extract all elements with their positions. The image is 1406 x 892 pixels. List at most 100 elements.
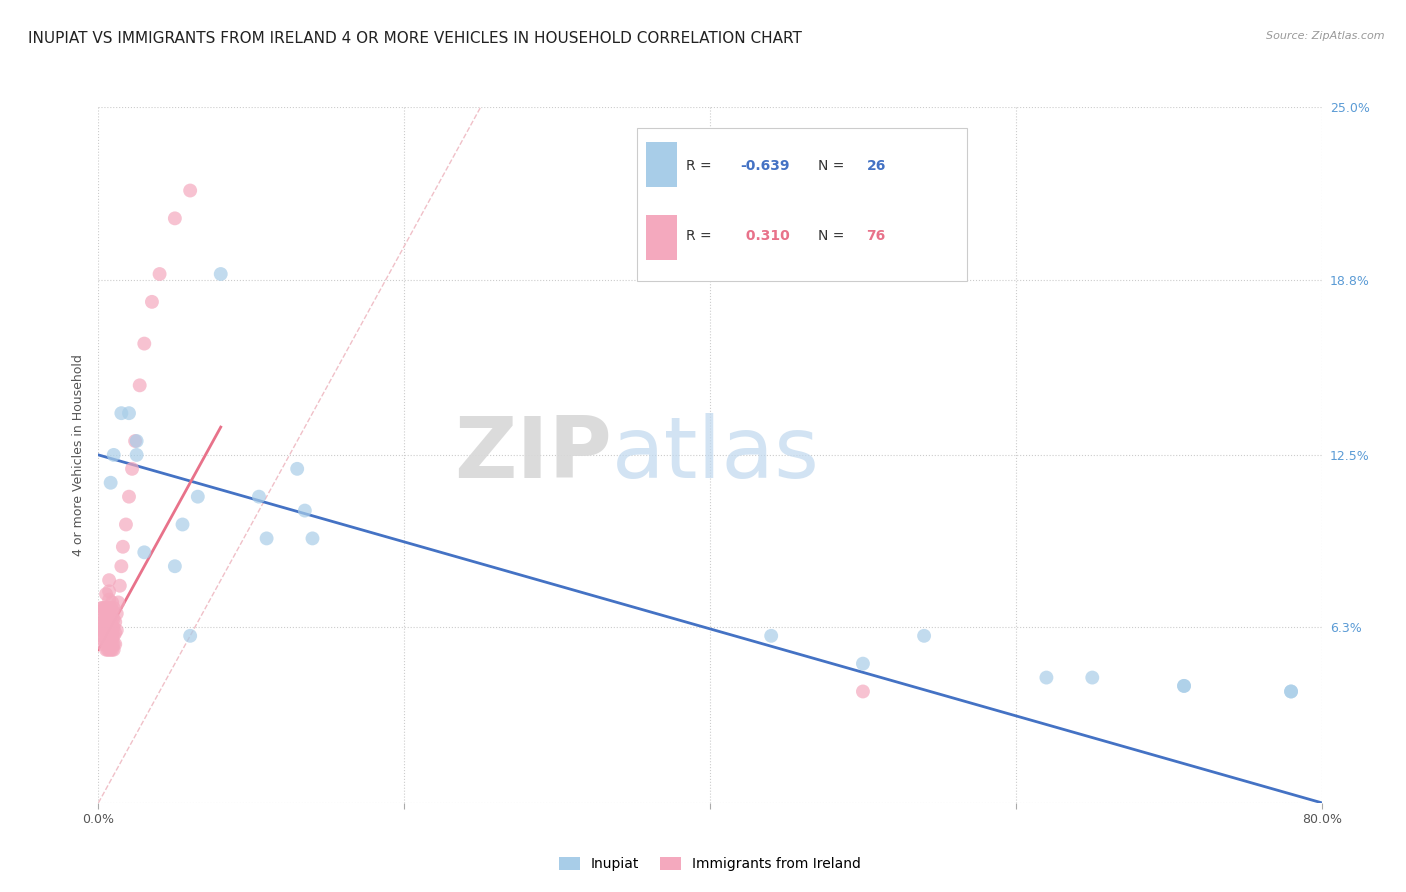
Point	[118, 406, 141, 420]
Point	[103, 612, 125, 626]
Point	[103, 620, 125, 634]
Point	[94, 624, 117, 638]
Point	[141, 294, 163, 309]
Point	[90, 601, 112, 615]
Point	[103, 448, 125, 462]
Point	[91, 601, 114, 615]
Point	[101, 604, 124, 618]
Point	[97, 620, 120, 634]
Legend: Inupiat, Immigrants from Ireland: Inupiat, Immigrants from Ireland	[554, 852, 866, 877]
Point	[118, 490, 141, 504]
Point	[98, 637, 121, 651]
Point	[104, 615, 127, 629]
Text: R =: R =	[686, 228, 716, 243]
Point	[90, 617, 112, 632]
Point	[97, 612, 120, 626]
Point	[93, 601, 115, 615]
Point	[103, 629, 125, 643]
Point	[101, 612, 124, 626]
Point	[98, 620, 121, 634]
Point	[94, 634, 117, 648]
Point	[134, 545, 156, 559]
Point	[1081, 671, 1104, 685]
Point	[98, 642, 121, 657]
Point	[105, 624, 128, 638]
Point	[128, 378, 150, 392]
Point	[94, 612, 117, 626]
Point	[100, 601, 122, 615]
Point	[91, 637, 114, 651]
Point	[101, 642, 124, 657]
Point	[1279, 684, 1302, 698]
Point	[103, 637, 125, 651]
Point	[107, 595, 129, 609]
Point	[179, 629, 201, 643]
Point	[110, 559, 132, 574]
Point	[91, 612, 114, 626]
Point	[98, 632, 121, 646]
Point	[89, 624, 111, 638]
Point	[101, 626, 124, 640]
Point	[163, 559, 186, 574]
Point	[98, 615, 121, 629]
Point	[1173, 679, 1195, 693]
Point	[172, 517, 194, 532]
Point	[101, 637, 124, 651]
Text: R =: R =	[686, 159, 716, 173]
Point	[852, 684, 875, 698]
Text: INUPIAT VS IMMIGRANTS FROM IRELAND 4 OR MORE VEHICLES IN HOUSEHOLD CORRELATION C: INUPIAT VS IMMIGRANTS FROM IRELAND 4 OR …	[28, 31, 801, 46]
Point	[134, 336, 156, 351]
Point	[115, 517, 138, 532]
Point	[285, 462, 308, 476]
Point	[93, 624, 115, 638]
Point	[110, 406, 132, 420]
Point	[124, 434, 146, 448]
Point	[98, 626, 121, 640]
Point	[759, 629, 782, 643]
Point	[108, 579, 131, 593]
Point	[98, 601, 121, 615]
Point	[91, 620, 114, 634]
Point	[90, 629, 112, 643]
Point	[94, 642, 117, 657]
Bar	[647, 215, 678, 260]
Point	[100, 634, 122, 648]
Point	[94, 601, 117, 615]
Point	[187, 490, 209, 504]
Point	[912, 629, 935, 643]
Point	[98, 573, 121, 587]
Point	[1035, 671, 1057, 685]
Point	[98, 584, 121, 599]
Point	[91, 629, 114, 643]
Point	[100, 624, 122, 638]
Point	[209, 267, 232, 281]
Point	[93, 634, 115, 648]
Point	[125, 448, 148, 462]
Point	[101, 632, 124, 646]
Point	[163, 211, 186, 226]
Point	[294, 503, 316, 517]
Point	[149, 267, 172, 281]
Text: N =: N =	[818, 228, 848, 243]
Point	[1173, 679, 1195, 693]
Point	[1279, 684, 1302, 698]
Point	[301, 532, 323, 546]
Point	[97, 634, 120, 648]
Point	[105, 607, 128, 621]
Text: N =: N =	[818, 159, 848, 173]
Text: 26: 26	[866, 159, 886, 173]
Point	[100, 612, 122, 626]
Point	[179, 184, 201, 198]
Point	[98, 609, 121, 624]
Text: -0.639: -0.639	[741, 159, 790, 173]
Point	[97, 629, 120, 643]
Text: 76: 76	[866, 228, 886, 243]
Point	[104, 637, 127, 651]
Point	[121, 462, 143, 476]
Point	[97, 601, 120, 615]
FancyBboxPatch shape	[637, 128, 967, 281]
Text: ZIP: ZIP	[454, 413, 612, 497]
Point	[94, 587, 117, 601]
Point	[101, 620, 124, 634]
Bar	[647, 142, 678, 187]
